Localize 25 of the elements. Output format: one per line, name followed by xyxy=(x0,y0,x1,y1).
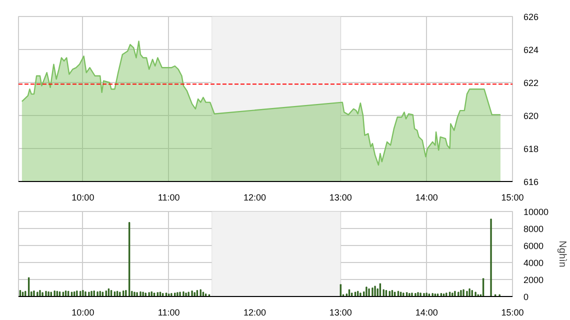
y-tick-label: 620 xyxy=(524,111,539,121)
x-tick-label: 14:00 xyxy=(415,308,438,318)
x-tick-label: 11:00 xyxy=(158,192,180,202)
y-tick-label: 624 xyxy=(524,45,539,55)
y-tick-label: 4000 xyxy=(524,258,544,268)
x-tick-label: 14:00 xyxy=(415,192,438,202)
y-axis-title: Nghìn xyxy=(556,240,568,268)
x-tick-label: 11:00 xyxy=(158,308,180,318)
y-tick-label: 616 xyxy=(524,177,539,187)
x-tick-label: 15:00 xyxy=(501,308,524,318)
x-tick-label: 12:00 xyxy=(244,192,266,202)
y-tick-label: 8000 xyxy=(524,224,544,234)
y-tick-label: 2000 xyxy=(524,275,544,285)
x-tick-label: 10:00 xyxy=(72,308,94,318)
x-tick-label: 10:00 xyxy=(72,192,94,202)
y-tick-label: 6000 xyxy=(524,241,544,251)
y-tick-label: 10000 xyxy=(524,207,549,217)
y-tick-label: 622 xyxy=(524,78,539,88)
y-tick-label: 0 xyxy=(524,292,529,302)
x-tick-label: 12:00 xyxy=(244,308,266,318)
y-tick-label: 626 xyxy=(524,12,539,22)
x-tick-label: 15:00 xyxy=(501,192,524,202)
y-tick-label: 618 xyxy=(524,144,539,154)
x-tick-label: 13:00 xyxy=(329,308,352,318)
x-tick-label: 13:00 xyxy=(329,192,352,202)
